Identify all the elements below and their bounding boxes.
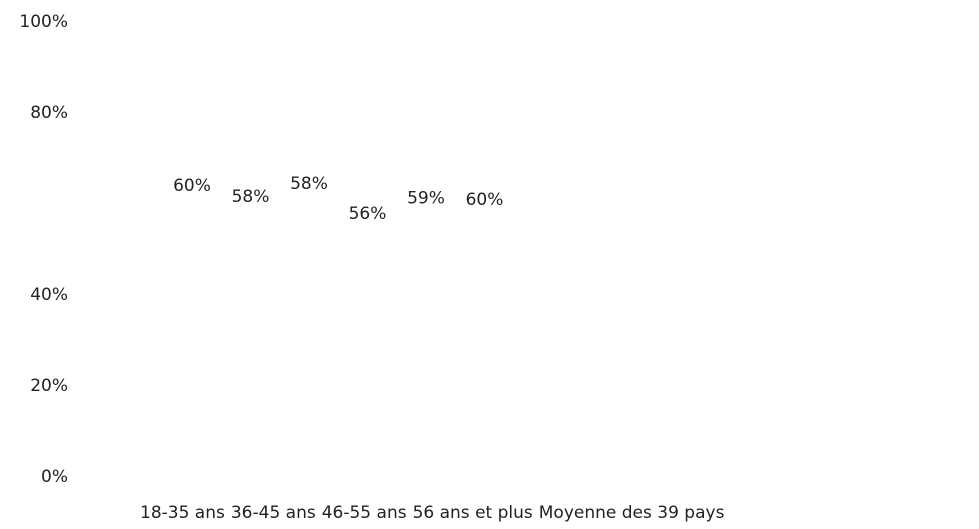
y-tick-label: 20% xyxy=(30,376,68,396)
data-label: 56% xyxy=(349,204,387,224)
bar xyxy=(230,213,271,477)
x-tick-label: 18-35 ans xyxy=(140,503,225,523)
bar xyxy=(406,208,446,478)
x-tick-label: Moyenne des 39 pays xyxy=(539,503,725,523)
data-label: 60% xyxy=(173,176,211,196)
x-tick-label: 36-45 ans xyxy=(231,503,316,523)
y-tick-label: 100% xyxy=(19,12,68,32)
bar xyxy=(347,222,388,477)
data-label: 59% xyxy=(407,189,445,209)
bar xyxy=(464,204,505,477)
y-tick-label: 0% xyxy=(41,467,68,487)
bar xyxy=(172,204,212,477)
x-tick-label: 46-55 ans xyxy=(322,503,407,523)
y-tick-label: 40% xyxy=(30,285,68,305)
data-label: 60% xyxy=(466,190,504,210)
data-label: 58% xyxy=(290,174,328,194)
x-tick-label: 56 ans et plus xyxy=(413,503,533,523)
data-label: 58% xyxy=(232,187,270,207)
bar xyxy=(289,213,329,477)
y-tick-label: 80% xyxy=(30,103,68,123)
